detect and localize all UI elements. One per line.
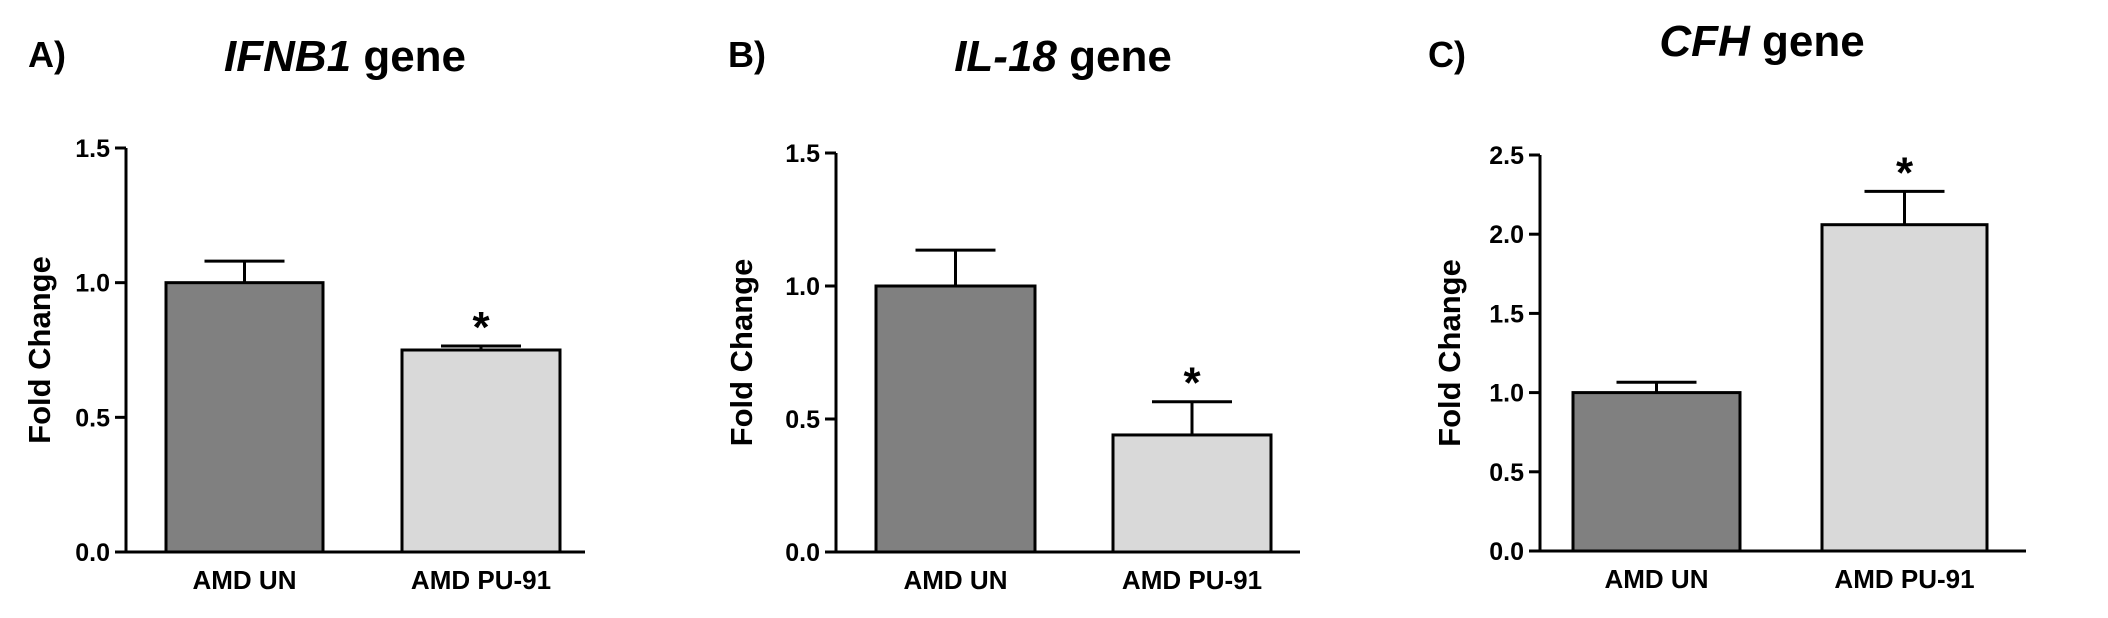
panel-letter: B) (728, 34, 766, 75)
chart-panel-2: B) IL-18 gene Fold Change 0.0 0.5 1.0 1.5 AMD U… (724, 32, 1300, 595)
significance-marker: * (1896, 148, 1914, 197)
significance-marker: * (472, 303, 490, 352)
y-tick-label: 1.5 (1489, 300, 1524, 328)
x-category-label: AMD UN (904, 565, 1008, 595)
bar-1 (1571, 391, 1742, 553)
title-gene: IL-18 (954, 32, 1057, 81)
y-tick-label: 0.0 (75, 539, 110, 567)
y-tick-label: 0.0 (1489, 538, 1524, 566)
y-axis-label: Fold Change (724, 259, 759, 447)
panel-letter: C) (1428, 34, 1466, 75)
y-tick-label: 0.0 (785, 539, 820, 567)
y-tick-label: 1.0 (1489, 380, 1524, 408)
y-tick-label: 1.0 (785, 273, 820, 301)
title-suffix: gene (1750, 17, 1865, 66)
y-axis-label: Fold Change (22, 256, 57, 444)
y-tick-label: 2.0 (1489, 221, 1524, 249)
y-tick-label: 1.5 (785, 140, 820, 168)
significance-marker: * (1183, 359, 1201, 408)
chart-panel-1: A) IFNB1 gene Fold Change 0.0 0.5 1.0 1.5 AMD U… (22, 32, 585, 595)
y-tick-label: 0.5 (785, 406, 820, 434)
y-axis-label: Fold Change (1432, 259, 1467, 447)
chart-title: CFH gene (1659, 17, 1864, 66)
chart-title: IFNB1 gene (224, 32, 466, 81)
title-gene: IFNB1 (224, 32, 351, 81)
x-category-label: AMD UN (193, 565, 297, 595)
bar-1 (164, 281, 325, 554)
title-suffix: gene (1057, 32, 1172, 81)
x-category-label: AMD PU-91 (411, 565, 551, 595)
x-category-label: AMD PU-91 (1834, 564, 1974, 594)
y-tick-label: 0.5 (1489, 459, 1524, 487)
x-category-label: AMD PU-91 (1122, 565, 1262, 595)
y-tick-label: 1.5 (75, 135, 110, 163)
title-gene: CFH (1659, 17, 1751, 66)
chart-title: IL-18 gene (954, 32, 1172, 81)
bar-2 (1111, 433, 1273, 554)
y-tick-label: 1.0 (75, 270, 110, 298)
y-tick-label: 2.5 (1489, 142, 1524, 170)
title-suffix: gene (351, 32, 466, 81)
bar-2 (400, 348, 562, 554)
chart-panel-3: C) CFH gene Fold Change 0.0 0.5 1.0 1.5 2.0 2.5 A… (1428, 17, 2026, 594)
bar-1 (874, 284, 1037, 554)
bar-2 (1820, 223, 1989, 553)
x-category-label: AMD UN (1605, 564, 1709, 594)
panel-letter: A) (28, 34, 66, 75)
y-tick-label: 0.5 (75, 404, 110, 432)
